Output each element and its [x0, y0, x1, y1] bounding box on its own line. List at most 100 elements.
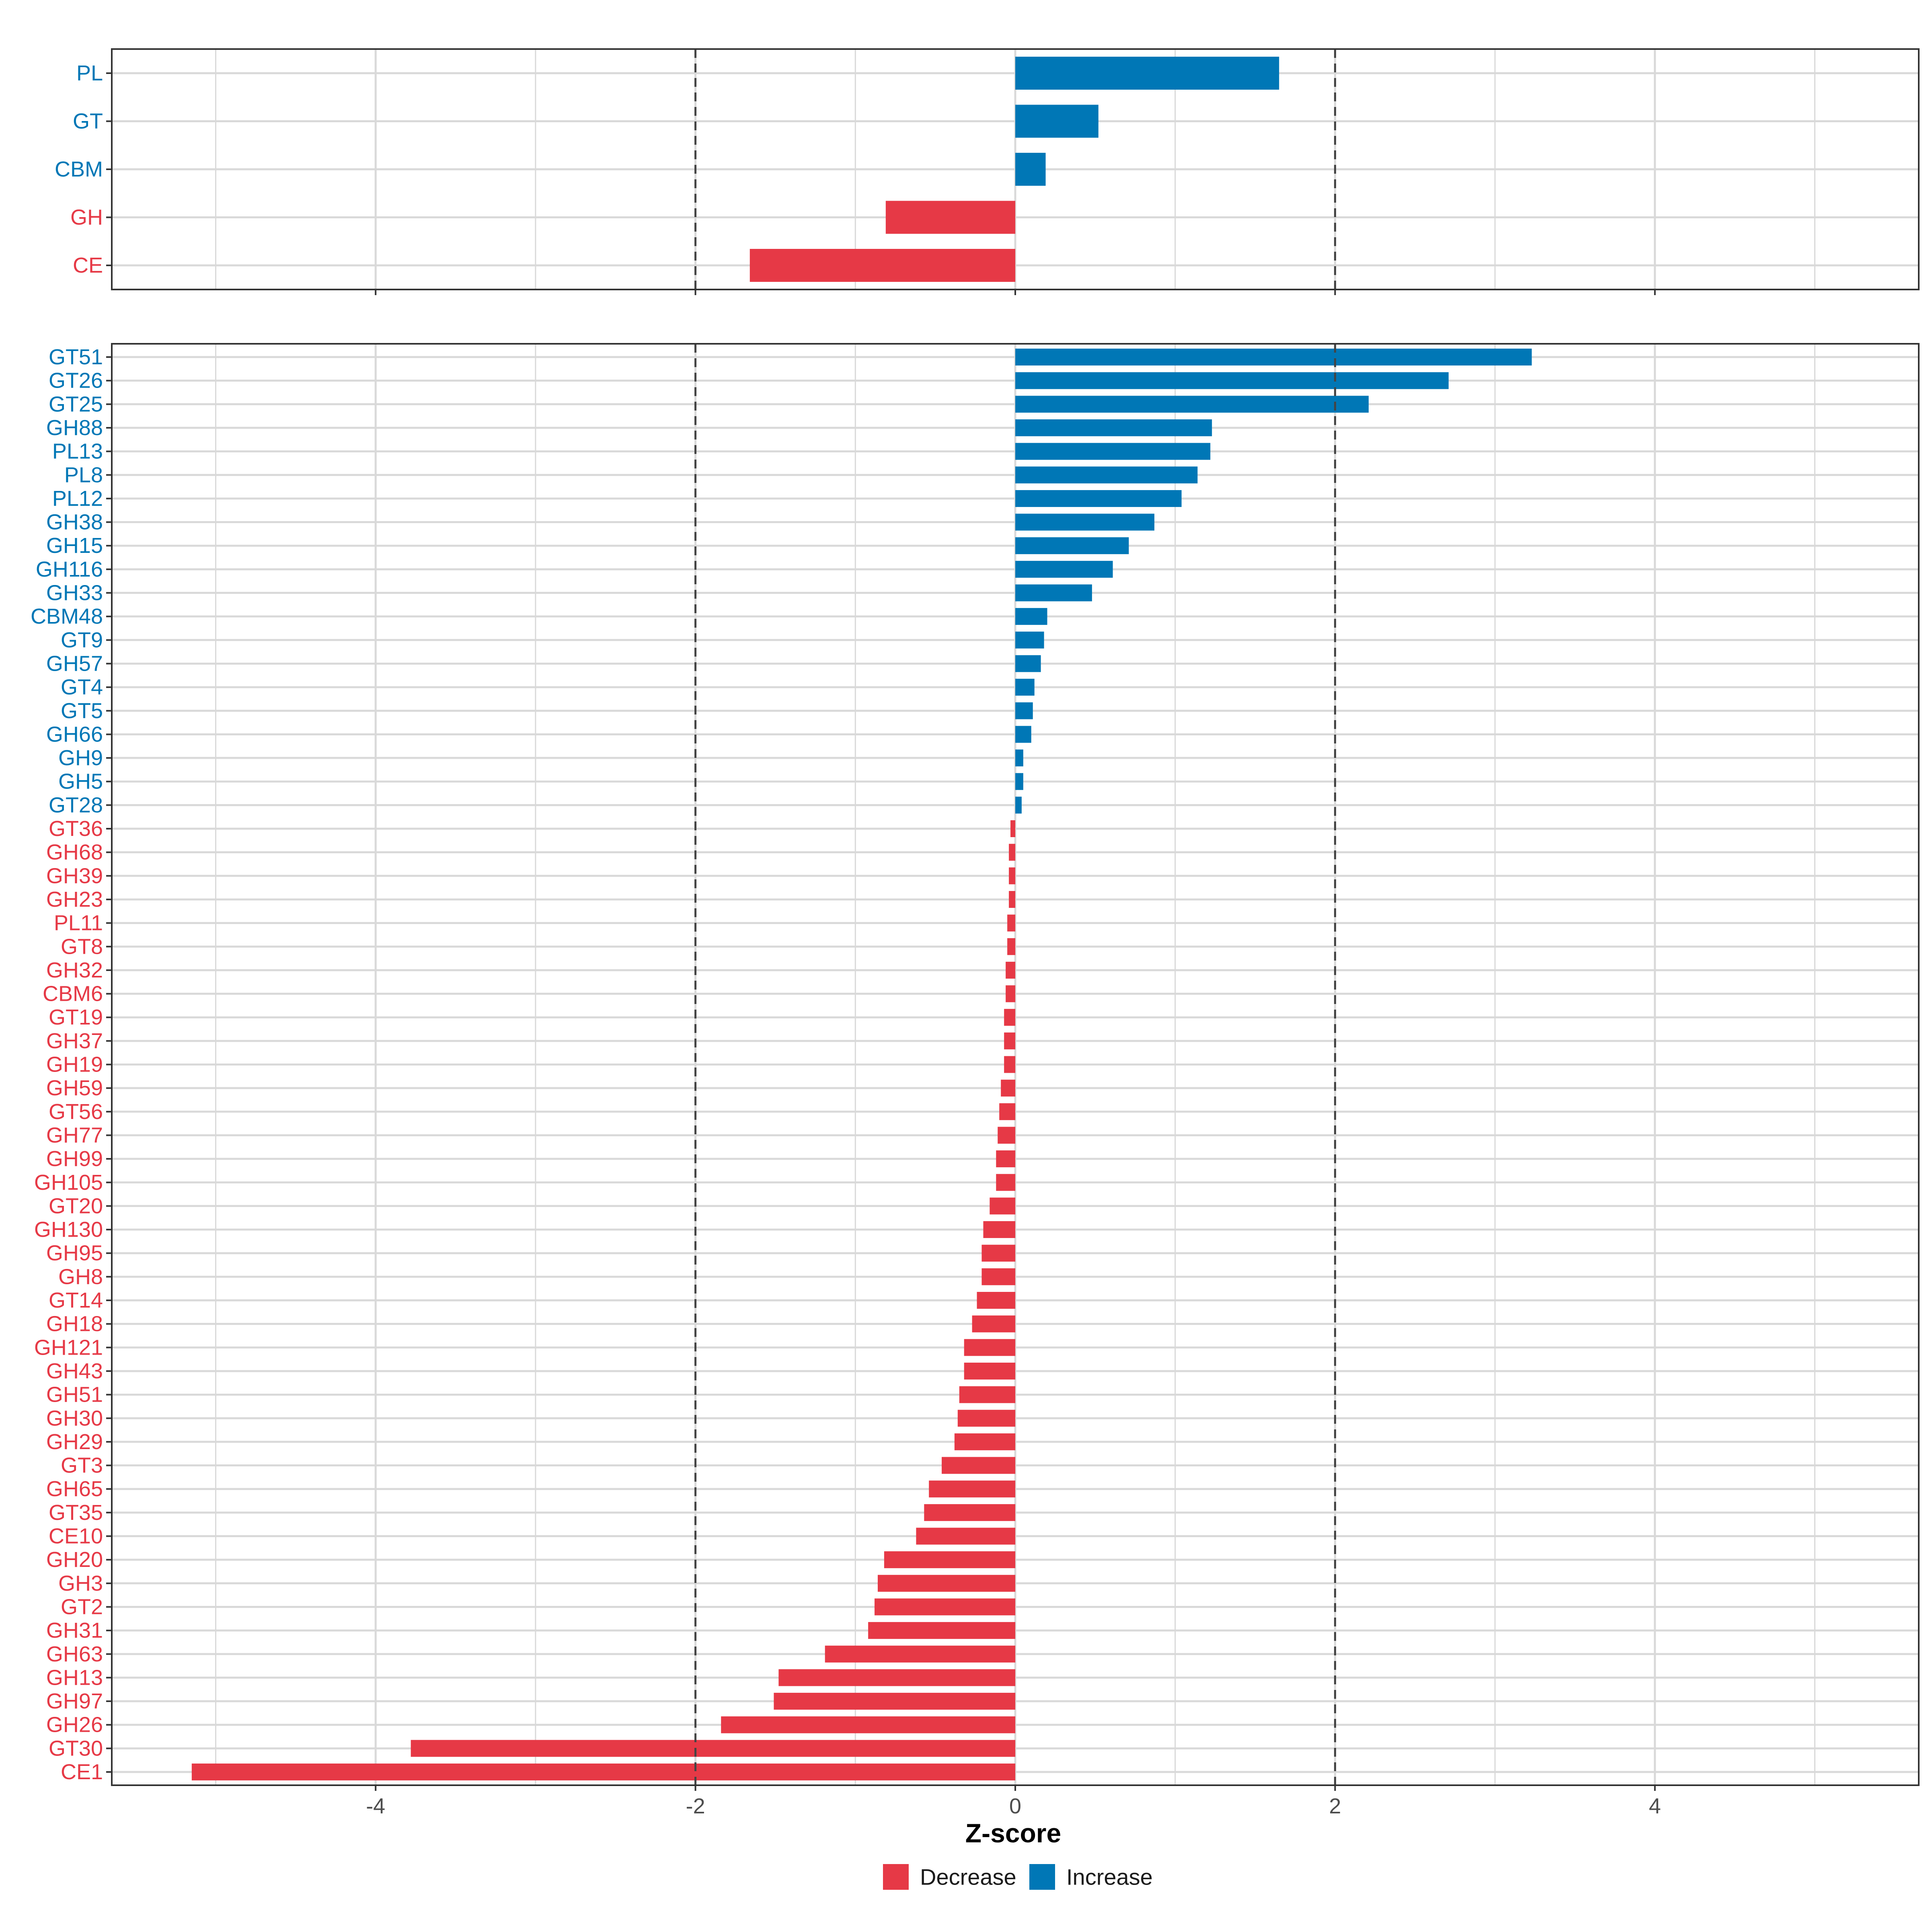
bar-gh8: [981, 1268, 1015, 1285]
category-label-gh33: GH33: [46, 581, 103, 605]
bar-gh57: [1015, 655, 1041, 672]
bar-gh20: [884, 1551, 1015, 1569]
category-label-gh18: GH18: [46, 1312, 103, 1336]
bar-gt2: [875, 1598, 1015, 1616]
bar-gh15: [1015, 537, 1129, 554]
category-label-gt25: GT25: [49, 392, 103, 416]
category-label-gh99: GH99: [46, 1147, 103, 1171]
bar-gt3: [942, 1457, 1015, 1474]
category-label-gh88: GH88: [46, 416, 103, 440]
bar-gh97: [774, 1693, 1015, 1710]
category-label-gt30: GT30: [49, 1736, 103, 1760]
bar-gh121: [964, 1339, 1015, 1356]
category-label-gt4: GT4: [61, 675, 103, 699]
bar-pl: [1015, 57, 1279, 90]
category-label-gt14: GT14: [49, 1288, 103, 1312]
bar-gh13: [778, 1669, 1015, 1686]
category-label-gh57: GH57: [46, 651, 103, 675]
category-label-gh68: GH68: [46, 840, 103, 864]
category-label-gh30: GH30: [46, 1406, 103, 1430]
bar-gt30: [411, 1740, 1016, 1757]
category-label-gh26: GH26: [46, 1713, 103, 1737]
bar-gt35: [924, 1504, 1015, 1521]
bar-gh19: [1004, 1056, 1015, 1073]
bar-gh43: [964, 1362, 1015, 1380]
bar-gh63: [825, 1645, 1015, 1663]
bar-gh51: [959, 1386, 1015, 1403]
bar-gh95: [981, 1244, 1015, 1262]
category-label-gt3: GT3: [61, 1454, 103, 1478]
category-label-pl12: PL12: [52, 487, 103, 511]
category-label-gh: GH: [70, 205, 103, 230]
category-label-gt8: GT8: [61, 934, 103, 959]
bar-ce: [749, 249, 1015, 282]
category-label-gh51: GH51: [46, 1383, 103, 1407]
top-panel: PL GT CBM GH CE: [55, 48, 1920, 295]
bar-gt51: [1015, 349, 1532, 365]
category-label-gt2: GT2: [61, 1595, 103, 1619]
category-label-gh116: GH116: [36, 557, 103, 581]
category-label-gh9: GH9: [58, 746, 103, 770]
category-label-pl: PL: [76, 61, 103, 85]
legend-swatch-increase: [1029, 1864, 1055, 1890]
category-label-gt28: GT28: [49, 793, 103, 817]
category-label-gt20: GT20: [49, 1194, 103, 1218]
category-label-gh31: GH31: [46, 1618, 103, 1643]
bar-gh130: [983, 1221, 1015, 1238]
category-label-gh97: GH97: [46, 1689, 103, 1713]
bar-pl8: [1015, 466, 1198, 484]
category-label-gh32: GH32: [46, 958, 103, 982]
bar-gt28: [1015, 797, 1022, 814]
category-label-gt5: GT5: [61, 699, 103, 723]
x-axis-title: Z-score: [965, 1818, 1061, 1848]
bar-gt25: [1015, 396, 1369, 413]
category-label-gh37: GH37: [46, 1029, 103, 1053]
category-label-gh38: GH38: [46, 510, 103, 534]
bar-gh31: [868, 1622, 1015, 1639]
x-tick-label: 4: [1649, 1794, 1661, 1818]
legend-swatch-decrease: [883, 1864, 909, 1890]
category-label-gh13: GH13: [46, 1665, 103, 1690]
category-label-gh20: GH20: [46, 1548, 103, 1572]
bar-gh39: [1009, 867, 1015, 885]
bar-gh26: [721, 1716, 1015, 1733]
bar-gt4: [1015, 679, 1035, 696]
bar-gt26: [1015, 372, 1449, 389]
bar-gh33: [1015, 584, 1092, 602]
bar-gh29: [954, 1433, 1015, 1450]
category-label-ce10: CE10: [49, 1524, 103, 1548]
bar-gh68: [1009, 844, 1015, 861]
bar-gh38: [1015, 513, 1154, 531]
bar-gh37: [1004, 1032, 1015, 1049]
bar-gt8: [1007, 938, 1015, 955]
bar-gt5: [1015, 702, 1033, 719]
bar-gh30: [957, 1410, 1015, 1427]
bar-gt14: [977, 1292, 1015, 1309]
category-label-gh43: GH43: [46, 1359, 103, 1383]
bar-gt56: [999, 1103, 1015, 1120]
category-label-cbm: CBM: [55, 157, 103, 181]
category-label-gh95: GH95: [46, 1241, 103, 1265]
bar-gh5: [1015, 773, 1023, 790]
category-label-gh29: GH29: [46, 1430, 103, 1454]
legend-label-increase: Increase: [1066, 1864, 1153, 1890]
legend-label-decrease: Decrease: [920, 1864, 1016, 1890]
bar-ce1: [191, 1764, 1015, 1780]
bar-gt36: [1010, 820, 1015, 837]
category-label-ce1: CE1: [61, 1760, 103, 1784]
category-label-gt9: GT9: [61, 628, 103, 652]
bar-gh65: [929, 1480, 1015, 1498]
legend: Decrease Increase: [883, 1864, 1153, 1890]
x-tick-label: -4: [366, 1794, 385, 1818]
category-label-gh3: GH3: [58, 1571, 103, 1595]
bar-gt: [1015, 105, 1098, 138]
bar-ce10: [916, 1528, 1015, 1545]
bar-gh18: [972, 1315, 1015, 1332]
bar-gh99: [996, 1150, 1015, 1168]
category-label-cbm48: CBM48: [31, 604, 103, 628]
category-label-cbm6: CBM6: [43, 982, 103, 1006]
category-label-gt56: GT56: [49, 1100, 103, 1124]
bar-cbm: [1015, 153, 1046, 186]
x-tick-label: 2: [1329, 1794, 1341, 1818]
bar-pl12: [1015, 490, 1182, 507]
